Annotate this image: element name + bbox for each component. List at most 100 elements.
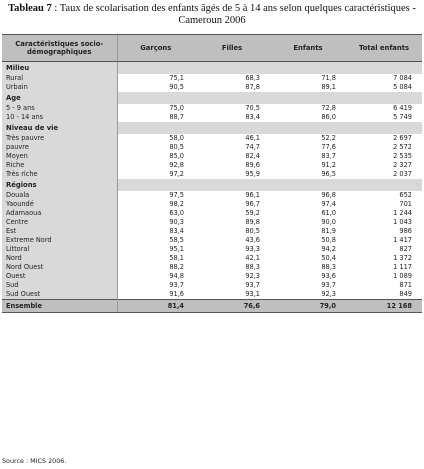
cell-total: 986: [346, 227, 422, 236]
caption-label: Tableau 7: [8, 3, 52, 14]
cell-garcons: 91,6: [116, 290, 194, 300]
cell-enfants: 93,6: [270, 272, 346, 281]
cell-garcons: 83,4: [116, 227, 194, 236]
row-label: Douala: [2, 191, 117, 200]
cell-garcons: 97,5: [116, 191, 194, 200]
cell-filles: 93,3: [194, 245, 270, 254]
row-label: Riche: [2, 161, 117, 170]
table-row: Centre 90,3 89,8 90,0 1 043: [2, 218, 422, 227]
cell-total: 701: [346, 200, 422, 209]
table-row: Douala 97,5 96,1 96,8 652: [2, 191, 422, 200]
cell-garcons: 75,1: [116, 74, 194, 83]
cell-enfants: 94,2: [270, 245, 346, 254]
cell-garcons: 93,7: [116, 281, 194, 290]
cell-garcons: 80,5: [116, 143, 194, 152]
row-label: Est: [2, 227, 117, 236]
section-header-row: Niveau de vie: [2, 122, 422, 134]
cell-garcons: 88,7: [116, 113, 194, 122]
cell-enfants: 97,4: [270, 200, 346, 209]
section-blank-cell: [270, 61, 346, 74]
cell-total: 7 084: [346, 74, 422, 83]
table-row: Adamaoua 63,0 59,2 61,0 1 244: [2, 209, 422, 218]
cell-total: 1 089: [346, 272, 422, 281]
header-characteristics: Caractéristiques socio-démographiques: [2, 34, 117, 62]
row-label: Adamaoua: [2, 209, 117, 218]
cell-garcons: 58,1: [116, 254, 194, 263]
cell-total: 1 244: [346, 209, 422, 218]
cell-garcons: 58,0: [116, 134, 194, 143]
cell-garcons: 92,8: [116, 161, 194, 170]
cell-enfants: 96,5: [270, 170, 346, 179]
row-label: Extreme Nord: [2, 236, 117, 245]
cell-garcons: 85,0: [116, 152, 194, 161]
table-row: Sud 93,7 93,7 93,7 871: [2, 281, 422, 290]
cell-filles: 89,8: [194, 218, 270, 227]
table-row: Rural 75,1 68,3 71,8 7 084: [2, 74, 422, 83]
cell-enfants: 96,8: [270, 191, 346, 200]
cell-filles: 83,4: [194, 113, 270, 122]
schooling-rate-table: Caractéristiques socio-démographiques Ga…: [2, 34, 422, 313]
cell-filles: 59,2: [194, 209, 270, 218]
table-row: Très pauvre 58,0 46,1 52,2 2 697: [2, 134, 422, 143]
table-row: Yaoundé 98,2 96,7 97,4 701: [2, 200, 422, 209]
row-label: Sud: [2, 281, 117, 290]
cell-total: 1 117: [346, 263, 422, 272]
section-blank-cell: [116, 61, 194, 74]
header-garcons: Garçons: [116, 34, 194, 62]
cell-filles: 96,7: [194, 200, 270, 209]
table-caption: Tableau 7 : Taux de scolarisation des en…: [0, 3, 424, 27]
table-row: Moyen 85,0 82,4 83,7 2 535: [2, 152, 422, 161]
table-row: Urbain 90,5 87,8 89,1 5 084: [2, 83, 422, 92]
cell-total: 2 697: [346, 134, 422, 143]
cell-enfants: 88,3: [270, 263, 346, 272]
section-blank-cell: [346, 61, 422, 74]
cell-garcons: 75,0: [116, 104, 194, 113]
header-row: Caractéristiques socio-démographiques Ga…: [2, 34, 422, 62]
cell-garcons: 94,8: [116, 272, 194, 281]
section-blank-cell: [346, 179, 422, 191]
section-header-row: Age: [2, 92, 422, 104]
cell-filles: 80,5: [194, 227, 270, 236]
row-label: Centre: [2, 218, 117, 227]
cell-enfants: 50,4: [270, 254, 346, 263]
row-label: pauvre: [2, 143, 117, 152]
cell-enfants: 77,6: [270, 143, 346, 152]
cell-enfants: 50,8: [270, 236, 346, 245]
table-row: 10 - 14 ans 88,7 83,4 86,0 5 749: [2, 113, 422, 122]
section-blank-cell: [194, 179, 270, 191]
cell-filles: 93,7: [194, 281, 270, 290]
section-blank-cell: [194, 61, 270, 74]
table-row: Ouest 94,8 92,3 93,6 1 089: [2, 272, 422, 281]
row-label: Rural: [2, 74, 117, 83]
section-blank-cell: [116, 179, 194, 191]
total-cell-garcons: 81,4: [116, 299, 194, 313]
cell-enfants: 91,2: [270, 161, 346, 170]
total-row: Ensemble 81,4 76,6 79,0 12 168: [2, 299, 422, 313]
total-label: Ensemble: [2, 299, 117, 313]
section-blank-cell: [270, 179, 346, 191]
row-label: Très riche: [2, 170, 117, 179]
row-label: Littoral: [2, 245, 117, 254]
cell-filles: 96,1: [194, 191, 270, 200]
cell-filles: 68,3: [194, 74, 270, 83]
cell-filles: 95,9: [194, 170, 270, 179]
section-header-row: Régions: [2, 179, 422, 191]
table-row: Littoral 95,1 93,3 94,2 827: [2, 245, 422, 254]
cell-total: 652: [346, 191, 422, 200]
total-cell-total: 12 168: [346, 299, 422, 313]
cell-total: 1 417: [346, 236, 422, 245]
cell-garcons: 97,2: [116, 170, 194, 179]
row-label: 10 - 14 ans: [2, 113, 117, 122]
cell-garcons: 95,1: [116, 245, 194, 254]
section-blank-cell: [116, 122, 194, 134]
cell-total: 1 043: [346, 218, 422, 227]
table-row: Sud Ouest 91,6 93,1 92,3 849: [2, 290, 422, 300]
section-title: Régions: [2, 179, 117, 191]
row-label: 5 - 9 ans: [2, 104, 117, 113]
table-row: Nord Ouest 88,2 88,3 88,3 1 117: [2, 263, 422, 272]
cell-total: 849: [346, 290, 422, 300]
cell-filles: 82,4: [194, 152, 270, 161]
cell-garcons: 63,0: [116, 209, 194, 218]
cell-filles: 70,5: [194, 104, 270, 113]
table-row: Riche 92,8 89,6 91,2 2 327: [2, 161, 422, 170]
